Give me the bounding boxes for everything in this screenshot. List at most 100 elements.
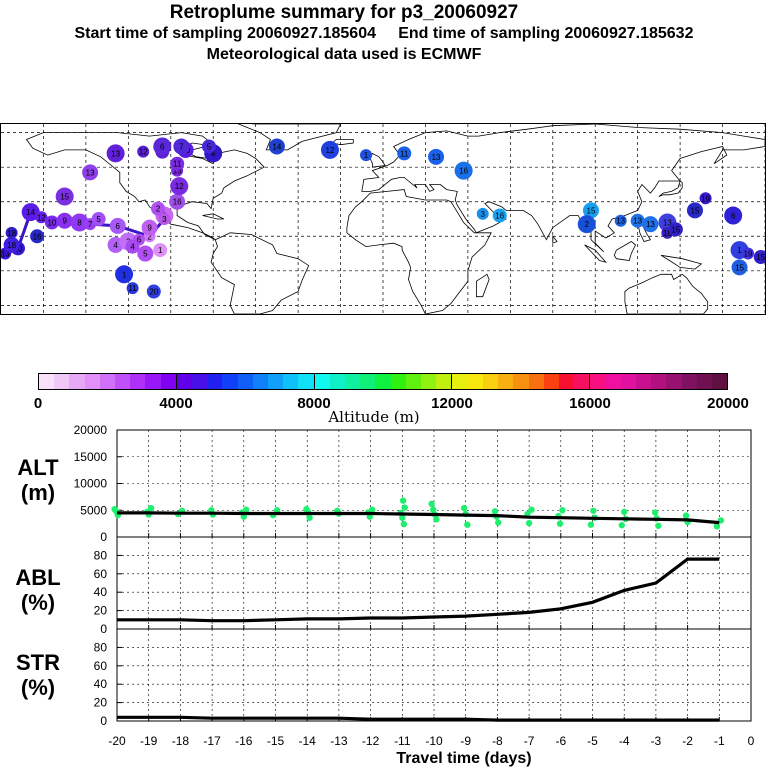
plume-marker-label: 1 [122,270,127,279]
plume-marker-label: 15 [60,193,69,202]
plume-marker-label: 16 [33,232,42,241]
plume-marker-label: 6 [160,142,165,151]
plume-marker-label: 1 [158,246,163,255]
alt-scatter-point [525,519,533,527]
x-tick-label: -18 [172,734,190,748]
abl-label-line2: (%) [20,590,56,615]
plume-marker-label: 7 [179,142,184,151]
plume-marker [577,215,596,234]
plume-marker-label: 15 [735,263,744,272]
plume-marker-label: 7 [88,220,93,229]
plume-marker [3,236,20,253]
colorbar-swatch [360,374,376,389]
coastline [584,244,607,263]
plume-marker-label: 15 [691,206,700,215]
alt-scatter-point [303,505,310,513]
plume-marker [153,243,168,258]
plume-marker [320,140,339,159]
alt-scatter-point [622,515,629,523]
x-tick-label: -2 [682,734,693,748]
colorbar-swatch [390,374,406,389]
plume-marker-label: 6 [731,212,736,221]
colorbar-swatch [268,374,284,389]
alt-scatter-point [618,522,625,529]
x-tick-label: -16 [235,734,253,748]
alt-scatter-point [555,512,562,520]
x-tick-label: -7 [524,734,535,748]
colorbar-tick-label: 20000 [707,395,749,412]
plume-marker-label: 2 [585,220,590,229]
plume-marker-label: 19 [701,194,710,203]
alt-scatter-point [239,509,246,516]
plume-marker-label: 9 [62,217,67,226]
colorbar-swatch [451,374,468,389]
colorbar-swatch [175,374,193,389]
plume-marker-label: 13 [86,168,95,177]
x-axis-label: Travel time (days) [396,750,532,767]
plume-marker [201,139,216,154]
alt-panel-label: ALT (m) [10,455,66,505]
alt-scatter-point [209,511,217,518]
plume-marker-label: 6 [115,222,120,231]
y-tick-label: 40 [94,677,108,691]
colorbar-tick-label: 12000 [431,395,473,412]
x-tick-label: -6 [555,734,566,748]
alt-scatter-point [306,514,313,521]
y-tick-label: 0 [100,530,107,544]
alt-scatter-point [433,516,440,523]
alt-scatter-point [713,523,721,530]
coastline [660,254,703,270]
plume-marker [125,239,140,254]
y-tick-label: 60 [94,659,108,673]
str-label-line2: (%) [20,675,56,700]
plume-marker [137,245,154,262]
alt-scatter-point [240,513,247,520]
colorbar-swatch [69,374,85,389]
plume-marker-label: 13 [616,217,625,226]
plume-marker [582,202,599,219]
colorbar-swatch [681,374,697,389]
plume-marker-label: 14 [26,208,35,217]
colorbar-swatch [543,374,559,389]
colorbar-swatch [222,374,238,389]
x-tick-label: -3 [651,734,662,748]
plume-marker-label: 13 [173,167,182,176]
plume-marker [397,146,412,161]
plume-marker [731,259,748,276]
alt-scatter-point [591,514,599,521]
plume-marker-label: 1 [364,151,369,160]
abl-label-line1: ABL [15,565,61,590]
alt-scatter-point [369,506,376,513]
plume-marker-label: 12 [325,146,334,155]
coastline [658,180,683,197]
alt-label-line2: (m) [20,480,56,505]
y-tick-label: 5000 [80,503,107,517]
plume-marker [91,212,106,226]
colorbar-swatch [298,374,314,389]
plume-marker [141,219,158,236]
colorbar-swatch [651,374,667,389]
plume-marker-label: 20 [149,288,158,297]
plume-marker-label: 11 [400,149,409,158]
plume-marker [686,202,703,219]
plume-marker-label: 16 [459,167,468,176]
coastline [613,241,636,261]
plume-marker-label: 13 [1,250,10,259]
plume-marker-label: 11 [128,284,137,293]
colorbar-swatch [84,374,100,389]
x-tick-label: -8 [492,734,503,748]
colorbar-swatch [558,374,575,389]
x-tick-label: -1 [714,734,725,748]
alt-scatter-point [334,507,341,514]
plume-marker-label: 3 [481,210,486,219]
alt-scatter-point [590,507,597,514]
y-tick-label: 80 [94,548,108,562]
y-tick-label: 40 [94,585,108,599]
panel-frame [116,429,752,538]
plume-marker [699,192,712,205]
plume-marker [106,144,125,163]
colorbar-swatch [528,374,544,389]
coastline [202,213,224,220]
coastline [476,273,490,298]
colorbar-tick-label: 8000 [297,395,331,412]
